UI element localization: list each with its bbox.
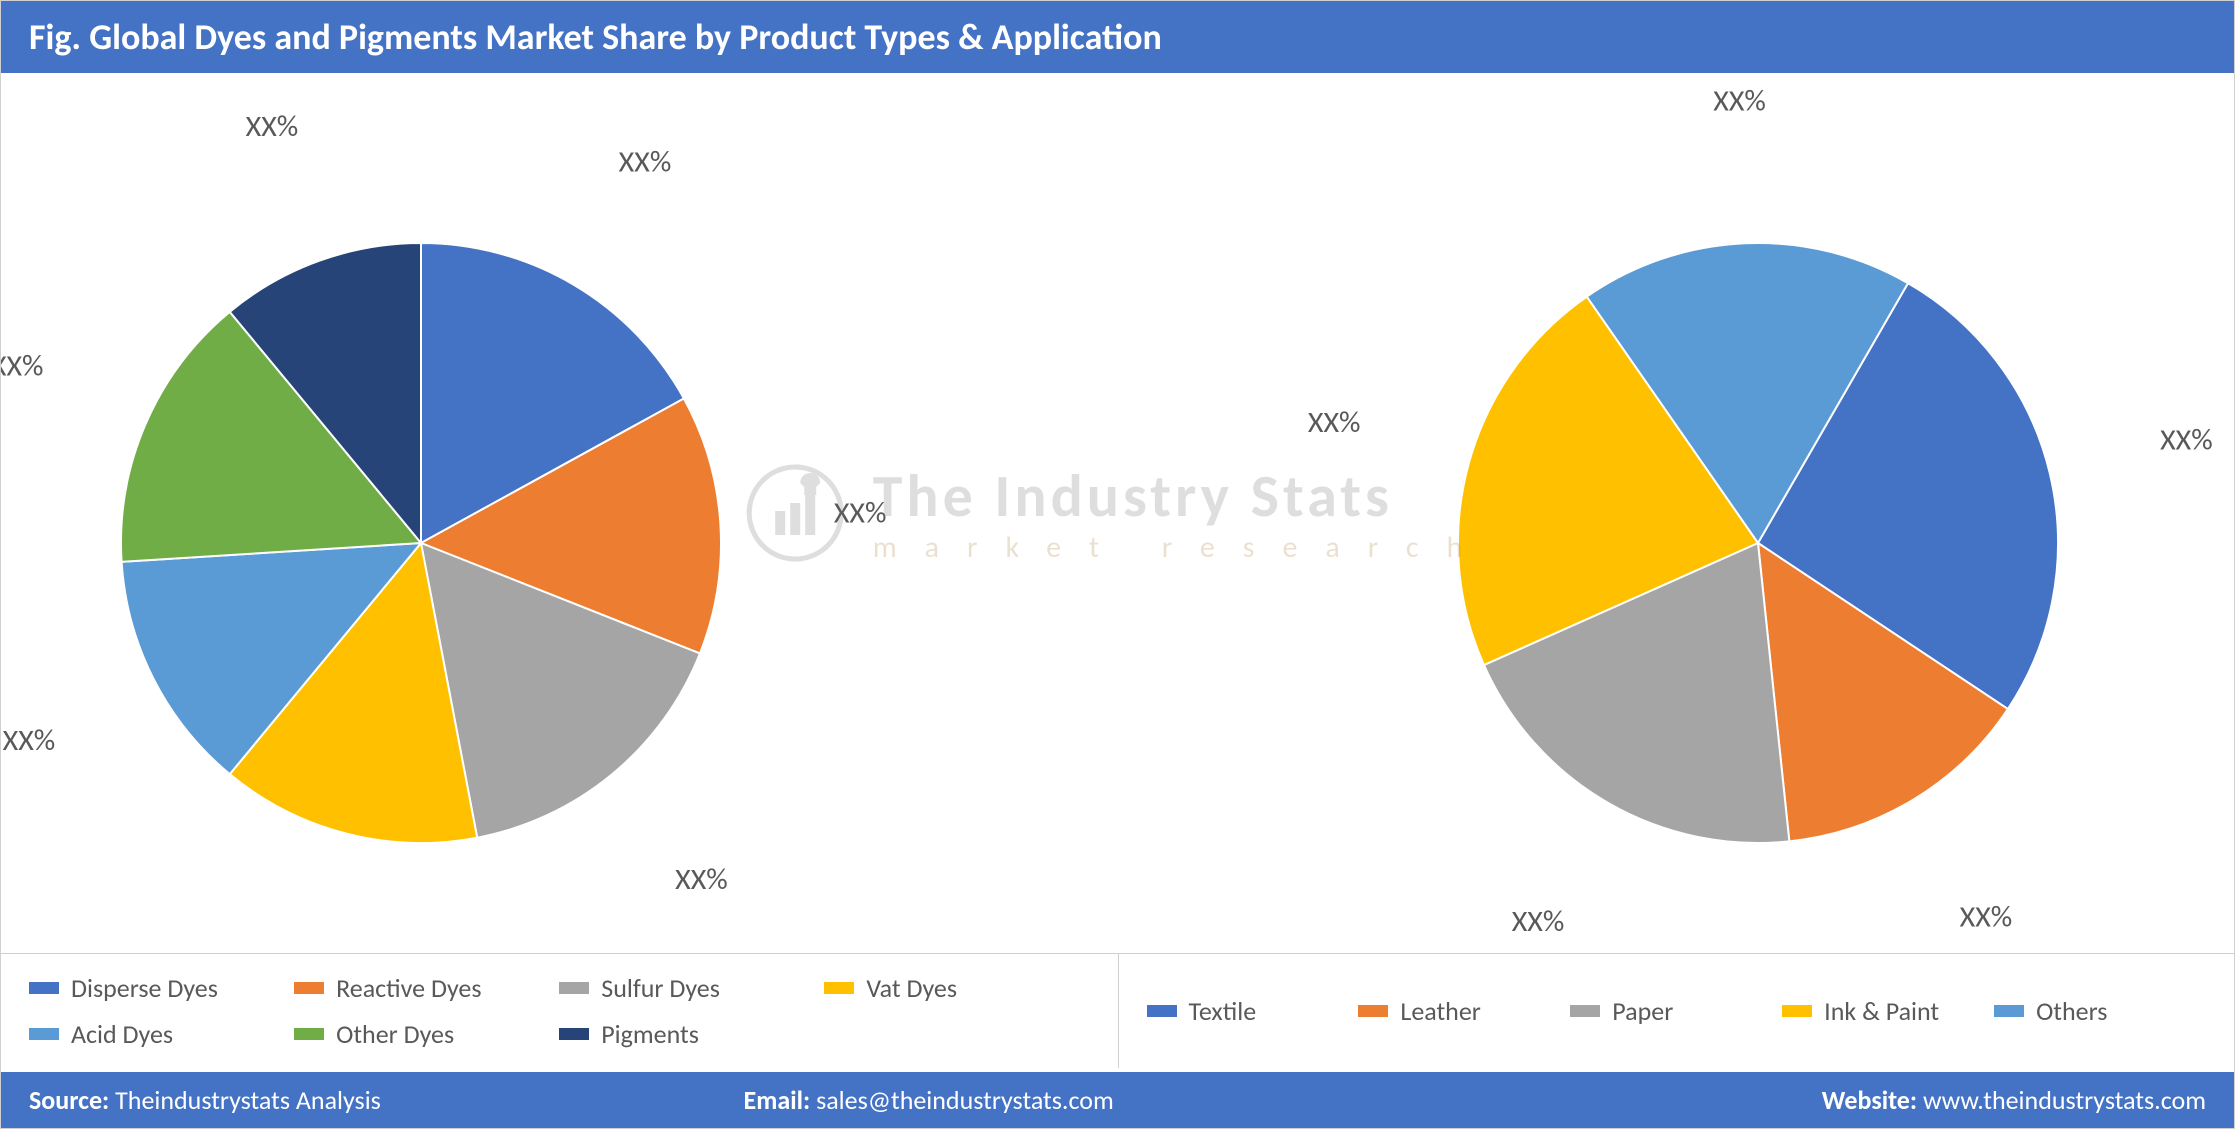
legend-label: Pigments bbox=[601, 1018, 699, 1050]
legend-label: Paper bbox=[1612, 995, 1673, 1027]
footer-email: Email: sales@theindustrystats.com bbox=[716, 1072, 1520, 1128]
legend-swatch bbox=[559, 1028, 589, 1040]
footer-website: Website: www.theindustrystats.com bbox=[1519, 1072, 2234, 1128]
pie-svg-right: XX% XX% XX% XX% XX% bbox=[1118, 73, 2235, 953]
charts-row: XX%XX%XX%XX%XX%XX%XX% XX%XX%XX%XX%XX% Th… bbox=[1, 73, 2234, 953]
footer-bar: Source: Theindustrystats Analysis Email:… bbox=[1, 1068, 2234, 1128]
legend-item: Ink & Paint bbox=[1782, 972, 1994, 1050]
pie-slice-label: XX% bbox=[1960, 899, 2013, 936]
legend-item: Pigments bbox=[559, 1018, 824, 1050]
legend-label: Sulfur Dyes bbox=[601, 972, 720, 1004]
pie-svg-left: XX% XX% XX% XX% XX% XX% XX% bbox=[1, 73, 1118, 953]
legend-item: Acid Dyes bbox=[29, 1018, 294, 1050]
legend-item: Others bbox=[1994, 972, 2206, 1050]
legend-label: Reactive Dyes bbox=[336, 972, 481, 1004]
footer-source: Source: Theindustrystats Analysis bbox=[1, 1072, 716, 1128]
pie-slice-label: XX% bbox=[2160, 422, 2213, 459]
legend-item: Textile bbox=[1147, 972, 1359, 1050]
footer-website-label: Website: bbox=[1822, 1084, 1917, 1116]
footer-email-label: Email: bbox=[744, 1084, 811, 1116]
footer-source-label: Source: bbox=[29, 1084, 109, 1116]
footer-email-value: sales@theindustrystats.com bbox=[816, 1084, 1114, 1116]
pie-slice-label: XX% bbox=[285, 948, 338, 953]
pie-slice-label: XX% bbox=[1512, 903, 1565, 940]
legend-label: Disperse Dyes bbox=[71, 972, 218, 1004]
legend-swatch bbox=[29, 1028, 59, 1040]
legend-application: Textile Leather Paper Ink & Paint Others bbox=[1118, 954, 2235, 1068]
legend-swatch bbox=[1994, 1005, 2024, 1017]
legend-product-types: Disperse Dyes Reactive Dyes Sulfur Dyes Vat… bbox=[1, 954, 1118, 1068]
pie-slice-label: XX% bbox=[834, 495, 887, 532]
legend-item: Vat Dyes bbox=[824, 972, 1089, 1004]
pie-slice-label: XX% bbox=[1308, 404, 1361, 441]
pie-slice-label: XX% bbox=[619, 143, 672, 180]
legend-swatch bbox=[1147, 1005, 1177, 1017]
legend-item: Other Dyes bbox=[294, 1018, 559, 1050]
legend-swatch bbox=[1358, 1005, 1388, 1017]
legend-label: Vat Dyes bbox=[866, 972, 957, 1004]
legend-label: Others bbox=[2036, 995, 2107, 1027]
legend-swatch bbox=[294, 982, 324, 994]
legend-area: Disperse Dyes Reactive Dyes Sulfur Dyes Vat… bbox=[1, 953, 2234, 1068]
legend-swatch bbox=[1782, 1005, 1812, 1017]
legend-label: Textile bbox=[1189, 995, 1257, 1027]
legend-item: Leather bbox=[1358, 972, 1570, 1050]
legend-swatch bbox=[559, 982, 589, 994]
legend-item: Sulfur Dyes bbox=[559, 972, 824, 1004]
pie-chart-product-types: XX% XX% XX% XX% XX% XX% XX% bbox=[1, 73, 1118, 953]
pie-slice-label: XX% bbox=[1, 347, 43, 384]
legend-label: Acid Dyes bbox=[71, 1018, 173, 1050]
legend-label: Ink & Paint bbox=[1824, 995, 1939, 1027]
legend-swatch bbox=[1570, 1005, 1600, 1017]
legend-label: Other Dyes bbox=[336, 1018, 454, 1050]
pie-slice-label: XX% bbox=[3, 722, 56, 759]
legend-item: Paper bbox=[1570, 972, 1782, 1050]
figure: Fig. Global Dyes and Pigments Market Sha… bbox=[0, 0, 2235, 1129]
footer-website-value: www.theindustrystats.com bbox=[1923, 1084, 2206, 1116]
legend-swatch bbox=[294, 1028, 324, 1040]
legend-item: Reactive Dyes bbox=[294, 972, 559, 1004]
legend-item: Disperse Dyes bbox=[29, 972, 294, 1004]
legend-label: Leather bbox=[1400, 995, 1480, 1027]
footer-source-value: Theindustrystats Analysis bbox=[115, 1084, 381, 1116]
legend-swatch bbox=[824, 982, 854, 994]
pie-slice-label: XX% bbox=[1713, 83, 1766, 120]
pie-chart-application: XX% XX% XX% XX% XX% bbox=[1118, 73, 2235, 953]
legend-swatch bbox=[29, 982, 59, 994]
pie-slice-label: XX% bbox=[246, 108, 299, 145]
pie-slice-label: XX% bbox=[675, 861, 728, 898]
figure-title: Fig. Global Dyes and Pigments Market Sha… bbox=[1, 1, 2234, 73]
